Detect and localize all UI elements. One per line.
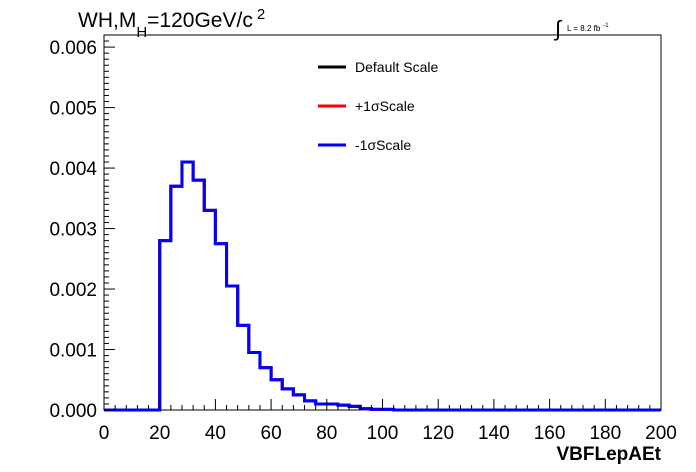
- series-line: [104, 160, 661, 412]
- series-layer: [104, 160, 661, 412]
- luminosity-label: L = 8.2 fb -1: [567, 23, 609, 33]
- plot-frame: [103, 34, 662, 411]
- x-tick-label: 120: [422, 423, 454, 444]
- luminosity-main: L = 8.2 fb: [567, 24, 601, 33]
- legend-entry-label: Default Scale: [355, 59, 438, 75]
- legend-entry-label: +1σScale: [355, 98, 415, 114]
- y-tick-label: 0.004: [49, 159, 97, 180]
- y-tick-label: 0.006: [49, 38, 97, 59]
- integral-sign: ∫: [553, 16, 563, 41]
- luminosity-superscript: -1: [603, 23, 609, 29]
- y-tick-label: 0.005: [49, 99, 97, 120]
- chart-title-main: WH,M: [78, 9, 136, 32]
- y-tick-label: 0.000: [49, 401, 97, 422]
- chart-title-superscript: 2: [257, 6, 265, 23]
- series-line: [104, 160, 661, 412]
- x-tick-label: 20: [149, 423, 170, 444]
- x-tick-label: 180: [589, 423, 621, 444]
- chart-title: WH,MH=120GeV/c 2: [78, 6, 265, 41]
- axis-layer: 0 20 40 60 80 100 120 140 160 180 200 0.000 0.001 0.0…: [49, 38, 676, 444]
- x-tick-label: 40: [205, 423, 226, 444]
- y-tick-label: 0.003: [49, 220, 97, 241]
- x-axis-label: VBFLepAEt: [557, 444, 662, 465]
- x-tick-label: 200: [645, 423, 677, 444]
- y-tick-label: 0.002: [49, 280, 97, 301]
- chart-title-rest: =120GeV/c: [147, 9, 253, 32]
- series-line: [104, 160, 661, 412]
- x-tick-label: 160: [534, 423, 566, 444]
- x-tick-label: 60: [261, 423, 282, 444]
- chart-title-subscript: H: [136, 24, 147, 41]
- x-tick-label: 80: [316, 423, 337, 444]
- y-tick-label: 0.001: [49, 341, 97, 362]
- x-tick-label: 0: [99, 423, 110, 444]
- legend-entry-label: -1σScale: [355, 137, 411, 153]
- legend: Default Scale +1σScale -1σScale: [318, 59, 438, 153]
- x-tick-label: 100: [367, 423, 399, 444]
- x-tick-label: 140: [478, 423, 510, 444]
